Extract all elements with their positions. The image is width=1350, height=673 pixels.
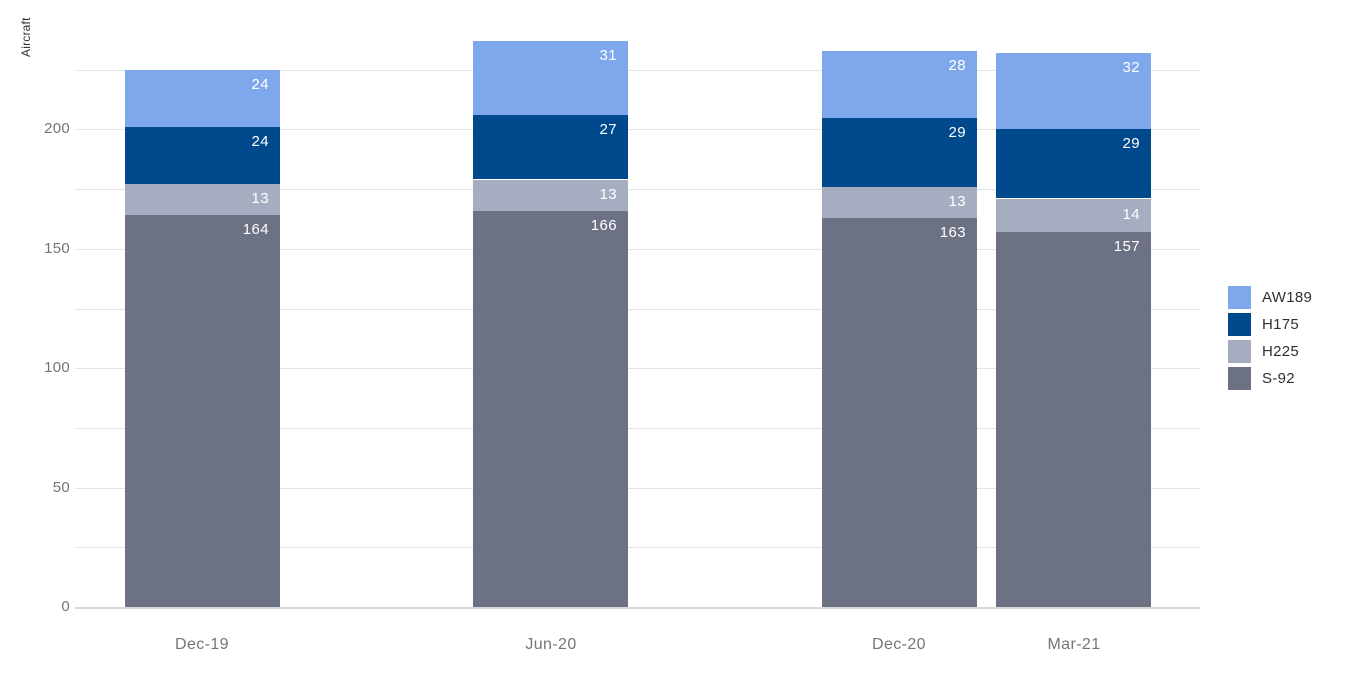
bar-value-label: 32 — [1122, 59, 1140, 76]
bar-value-label: 163 — [939, 224, 966, 241]
legend-swatch-s-92 — [1228, 367, 1251, 390]
legend-item-aw189: AW189 — [1228, 286, 1312, 309]
gridline — [75, 309, 1200, 310]
gridline — [75, 368, 1200, 369]
bar-value-label: 29 — [948, 124, 966, 141]
bar-value-label: 164 — [242, 221, 269, 238]
gridline — [75, 428, 1200, 429]
gridline — [75, 189, 1200, 190]
bar-segment-aw189-jun-20: 31 — [473, 41, 628, 115]
legend-item-h225: H225 — [1228, 340, 1312, 363]
bar-segment-h175-dec-20: 29 — [822, 118, 977, 187]
x-tick-label: Dec-19 — [175, 636, 229, 653]
bar-segment-aw189-dec-19: 24 — [125, 70, 280, 127]
legend-label: AW189 — [1262, 289, 1313, 306]
bar-segment-aw189-mar-21: 32 — [996, 53, 1151, 129]
gridline — [75, 488, 1200, 489]
bar-value-label: 24 — [251, 133, 269, 150]
y-tick-label: 200 — [44, 120, 70, 137]
bar-value-label: 14 — [1122, 206, 1140, 223]
legend: AW189 H175 H225 S-92 — [1228, 286, 1312, 394]
bar-value-label: 13 — [251, 190, 269, 207]
bar-value-label: 31 — [599, 47, 617, 64]
bar-segment-s-92-jun-20: 166 — [473, 211, 628, 607]
legend-swatch-aw189 — [1228, 286, 1251, 309]
legend-item-h175: H175 — [1228, 313, 1312, 336]
gridline — [75, 547, 1200, 548]
legend-item-s-92: S-92 — [1228, 367, 1312, 390]
y-tick-label: 0 — [61, 598, 70, 615]
bar-segment-s-92-dec-19: 164 — [125, 215, 280, 607]
x-axis-baseline — [75, 607, 1200, 609]
bar-segment-s-92-dec-20: 163 — [822, 218, 977, 607]
bar-value-label: 166 — [590, 217, 617, 234]
legend-swatch-h225 — [1228, 340, 1251, 363]
bar-value-label: 157 — [1113, 238, 1140, 255]
x-tick-label: Mar-21 — [1047, 636, 1101, 653]
bar-segment-h225-jun-20: 13 — [473, 180, 628, 211]
x-tick-label: Jun-20 — [525, 636, 577, 653]
bar-value-label: 27 — [599, 121, 617, 138]
bar-segment-s-92-mar-21: 157 — [996, 232, 1151, 607]
bar-segment-h175-mar-21: 29 — [996, 129, 1151, 198]
bar-value-label: 29 — [1122, 135, 1140, 152]
gridline — [75, 129, 1200, 130]
legend-label: S-92 — [1262, 370, 1295, 387]
bar-value-label: 28 — [948, 57, 966, 74]
bar-segment-h175-dec-19: 24 — [125, 127, 280, 184]
bar-segment-h225-mar-21: 14 — [996, 199, 1151, 232]
bar-segment-h225-dec-19: 13 — [125, 184, 280, 215]
legend-label: H175 — [1262, 316, 1300, 333]
y-tick-label: 100 — [44, 359, 70, 376]
bar-value-label: 13 — [599, 186, 617, 203]
gridline — [75, 70, 1200, 71]
bar-value-label: 13 — [948, 193, 966, 210]
y-axis-title: Aircraft — [19, 17, 33, 57]
legend-swatch-h175 — [1228, 313, 1251, 336]
bar-segment-h175-jun-20: 27 — [473, 115, 628, 179]
bar-segment-h225-dec-20: 13 — [822, 187, 977, 218]
bar-segment-aw189-dec-20: 28 — [822, 51, 977, 118]
gridline — [75, 249, 1200, 250]
y-tick-label: 50 — [52, 479, 70, 496]
x-tick-label: Dec-20 — [872, 636, 926, 653]
y-tick-label: 150 — [44, 240, 70, 257]
legend-label: H225 — [1262, 343, 1300, 360]
bar-value-label: 24 — [251, 76, 269, 93]
